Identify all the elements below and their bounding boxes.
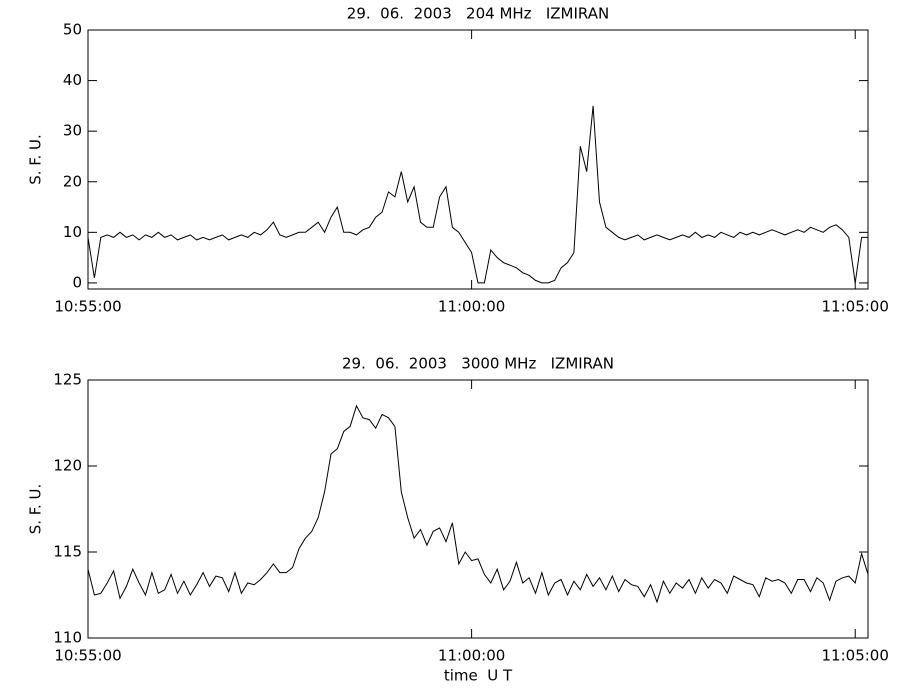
y-tick-label: 20: [63, 172, 82, 190]
y-tick-label: 40: [63, 71, 82, 89]
x-tick-label: 11:00:00: [438, 647, 505, 665]
y-tick-label: 0: [72, 273, 82, 291]
y-tick-label: 30: [63, 122, 82, 140]
y-tick-label: 50: [63, 21, 82, 39]
data-line: [87, 404, 869, 604]
y-axis-label: S. F. U.: [27, 134, 45, 185]
plot-frame: [87, 29, 869, 290]
x-tick-label: 11:05:00: [822, 647, 889, 665]
x-tick-label: 10:55:00: [54, 647, 121, 665]
data-line: [87, 105, 868, 284]
y-axis-label: S. F. U.: [27, 484, 45, 535]
x-tick-label: 11:05:00: [822, 298, 889, 316]
y-tick-label: 10: [63, 223, 82, 241]
y-tick-label: 110: [53, 629, 82, 647]
plot-frame: [87, 379, 869, 639]
y-tick-label: 115: [53, 543, 82, 561]
y-tick-label: 120: [53, 457, 82, 475]
x-tick-label: 10:55:00: [54, 298, 121, 316]
y-tick-label: 125: [53, 371, 82, 389]
x-tick-label: 11:00:00: [438, 298, 505, 316]
x-axis-label: time U T: [444, 667, 513, 685]
chart-title: 29. 06. 2003 3000 MHz IZMIRAN: [342, 355, 614, 373]
chart-title: 29. 06. 2003 204 MHz IZMIRAN: [347, 5, 609, 23]
